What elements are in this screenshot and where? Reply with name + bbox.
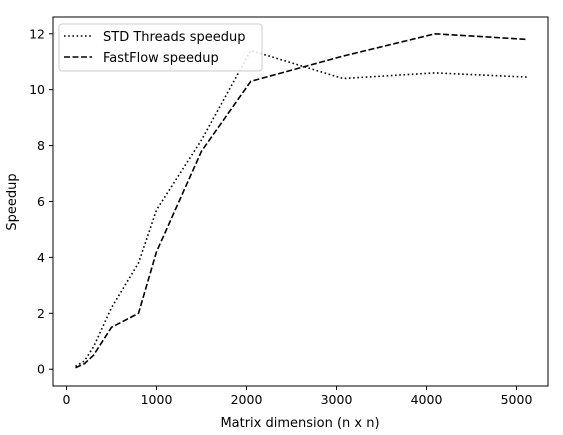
x-tick-label: 3000 <box>321 392 353 407</box>
y-tick-label: 2 <box>37 306 45 321</box>
series-layer <box>75 32 528 369</box>
y-tick-label: 10 <box>29 82 45 97</box>
legend-label-std-threads: STD Threads speedup <box>103 30 245 45</box>
legend-box <box>58 23 263 72</box>
x-tick-label: 2000 <box>231 392 263 407</box>
series-line-fastflow <box>75 32 528 369</box>
legend: STD Threads speedup FastFlow speedup <box>58 23 263 72</box>
y-tick-label: 0 <box>37 362 45 377</box>
y-tick-label: 8 <box>37 138 45 153</box>
series-line-std-threads <box>75 49 528 368</box>
x-tick-label: 0 <box>63 392 71 407</box>
x-tick-label: 5000 <box>501 392 533 407</box>
legend-label-fastflow: FastFlow speedup <box>103 51 219 66</box>
x-tick-label: 1000 <box>141 392 173 407</box>
y-tick-label: 6 <box>37 194 45 209</box>
x-tick-label: 4000 <box>411 392 443 407</box>
y-tick-label: 4 <box>37 250 45 265</box>
x-axis-label: Matrix dimension (n x n) <box>220 416 379 431</box>
y-tick-label: 12 <box>29 26 45 41</box>
y-axis-ticks: 0 2 4 6 8 10 12 <box>29 26 53 377</box>
plot-area <box>52 16 549 387</box>
x-axis-ticks: 0 1000 2000 3000 4000 5000 <box>63 386 533 407</box>
y-axis-label: Speedup <box>5 173 20 230</box>
